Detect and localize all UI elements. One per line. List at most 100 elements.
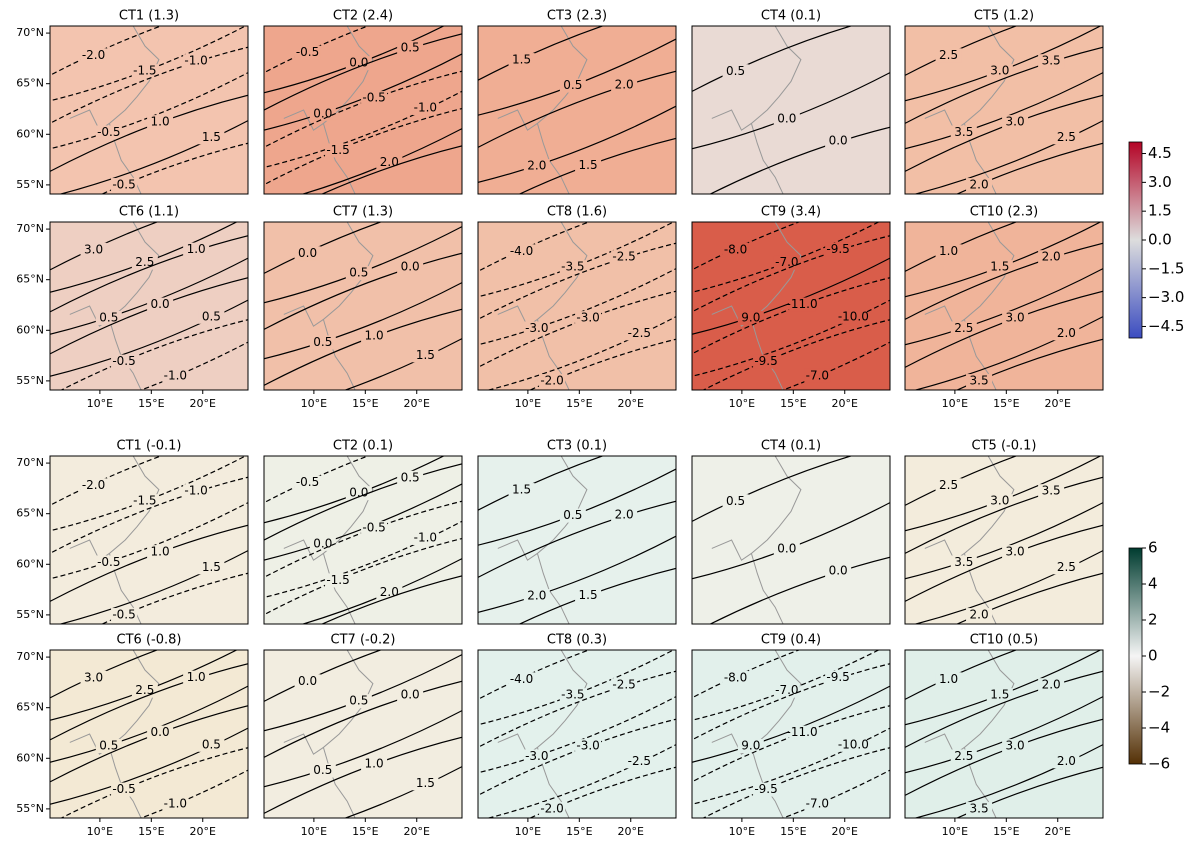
contour-line [528, 338, 676, 390]
contour-label: -2.0 [540, 374, 563, 388]
contour-line [264, 680, 462, 759]
contour-label: 3.5 [954, 555, 973, 569]
panel-fill [478, 650, 676, 818]
contour-label-bg [131, 494, 158, 509]
coastline [322, 222, 374, 390]
contour-line [905, 26, 1018, 77]
coastline [536, 26, 588, 194]
lon-tick-label: 20°E [404, 397, 430, 410]
contour-label: -3.0 [576, 311, 599, 325]
contour-label: -7.0 [775, 683, 798, 697]
contour-label-bg [294, 674, 321, 689]
contour-line [301, 127, 462, 194]
contour-line [139, 769, 248, 818]
contour-label-bg [986, 688, 1013, 703]
contour-label: 3.5 [1042, 54, 1061, 68]
lat-tick-label: 60°N [16, 127, 44, 140]
contour-label: -0.5 [362, 91, 385, 105]
contour-label-bg [722, 670, 749, 685]
contour-label-bg [198, 737, 225, 752]
colorbar-tick-label: −4 [1148, 719, 1170, 737]
contour-line [955, 572, 1103, 624]
contour-label: -1.5 [133, 494, 156, 508]
contour-label: -7.0 [806, 368, 829, 382]
contour-label: 3.0 [1006, 545, 1025, 559]
contour-label: 0.0 [401, 260, 420, 274]
panel-title: CT9 (0.4) [761, 633, 821, 648]
panel-frame [477, 455, 677, 625]
contour-line [709, 126, 890, 194]
map-panel: -0.5 0.0 0.5 0.0 -0.5 -1.0 -1.5 2.0 0.5 [264, 26, 462, 194]
contour-label: 0.0 [151, 725, 170, 739]
panel-frame [904, 455, 1104, 625]
contour-label: 2.0 [1057, 754, 1076, 768]
contour-label: 1.5 [579, 588, 598, 602]
contour-label-bg [361, 521, 388, 536]
contour-label: -0.5 [97, 555, 120, 569]
contour-line [50, 456, 247, 532]
contour-label: 1.0 [939, 244, 958, 258]
contour-label-bg [840, 309, 867, 324]
contour-line [58, 119, 248, 194]
contour-label: -2.0 [82, 48, 105, 62]
contour-line [692, 26, 853, 93]
contour-label-bg [397, 688, 424, 703]
contour-label: 2.5 [135, 683, 154, 697]
map-panel: 2.5 3.0 3.5 3.5 3.0 2.5 2.0 [905, 26, 1103, 194]
contour-line [692, 650, 801, 699]
contour-label: 0.0 [829, 134, 848, 148]
contour-line [692, 222, 880, 293]
contour-label-bg [412, 100, 439, 115]
contour-label: 3.5 [970, 802, 989, 816]
coastline [283, 109, 324, 131]
panel-title: CT9 (3.4) [761, 205, 821, 220]
contour-label: 1.5 [202, 560, 221, 574]
contour-label-bg [986, 64, 1013, 79]
contour-label: 1.5 [990, 688, 1009, 702]
contour-label: 2.0 [527, 589, 546, 603]
lat-tick-label: 65°N [16, 77, 44, 90]
contour-line [50, 235, 248, 313]
contour-label-bg [361, 329, 388, 344]
panel-title: CT10 (0.5) [970, 633, 1039, 648]
lon-tick-label: 20°E [832, 825, 858, 838]
contour-label: 2.5 [954, 749, 973, 763]
contour-label-bg [966, 374, 993, 389]
contour-line [50, 476, 248, 555]
contour-label-bg [950, 555, 977, 570]
contour-label-bg [789, 725, 816, 740]
contour-label: -2.0 [82, 478, 105, 492]
contour-line [478, 650, 591, 701]
map-panel: 1.0 1.5 2.0 2.5 3.0 2.0 3.5 [905, 650, 1103, 818]
panel-frame [904, 25, 1104, 195]
contour-line [50, 299, 248, 377]
contour-label-bg [737, 311, 764, 326]
contour-label-bg [575, 588, 602, 603]
contour-label-bg [559, 508, 586, 523]
panel-frame [691, 221, 891, 391]
map-panel: -4.0 -3.5 -2.5 -3.0 -3.0 -2.5 -2.0 [478, 222, 676, 390]
contour-label: 1.0 [187, 670, 206, 684]
contour-label: 1.0 [151, 545, 170, 559]
contour-label-bg [111, 354, 138, 369]
contour-label-bg [611, 250, 638, 265]
colorbar-tick-label: 3.0 [1148, 173, 1172, 191]
contour-label: 2.5 [939, 48, 958, 62]
contour-label: 0.5 [726, 494, 745, 508]
map-panel: -4.0 -3.5 -2.5 -3.0 -3.0 -2.5 -2.0 [478, 650, 676, 818]
panel-title: CT7 (-0.2) [331, 633, 396, 648]
contour-label: 3.0 [84, 242, 103, 256]
contour-label-bg [147, 725, 174, 740]
contour-label: -7.0 [775, 255, 798, 269]
contour-line [478, 650, 675, 726]
contour-label-bg [325, 573, 352, 588]
contour-label-bg [412, 530, 439, 545]
contour-label-bg [950, 749, 977, 764]
contour-label-bg [559, 260, 586, 275]
coastline [497, 539, 538, 561]
contour-line [913, 549, 1103, 624]
lon-tick-label: 15°E [993, 397, 1019, 410]
contour-label-bg [539, 374, 566, 389]
contour-label-bg [559, 78, 586, 93]
contour-label: -3.0 [525, 321, 548, 335]
